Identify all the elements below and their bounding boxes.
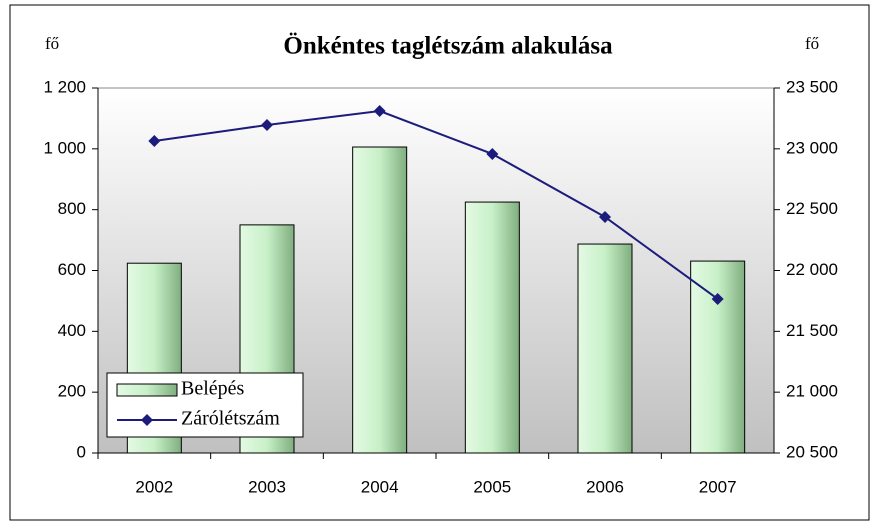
y2-tick-label: 21 000 [786, 382, 838, 401]
line-marker [148, 135, 161, 148]
x-tick-label: 2005 [473, 477, 511, 496]
x-tick-label: 2004 [361, 477, 399, 496]
x-tick-label: 2002 [135, 477, 173, 496]
chart-title: Önkéntes taglétszám alakulása [283, 33, 613, 60]
bar [577, 243, 633, 454]
y-tick-label: 600 [58, 260, 86, 279]
y2-axis-label: fő [805, 34, 819, 53]
y2-tick-label: 23 000 [786, 138, 838, 157]
x-tick-label: 2007 [699, 477, 737, 496]
line [154, 109, 719, 300]
x-tick-label: 2006 [586, 477, 624, 496]
y-tick-label: 800 [58, 199, 86, 218]
y-tick-label: 1 000 [43, 138, 86, 157]
y-tick-label: 1 200 [43, 77, 86, 96]
line-marker [373, 104, 386, 117]
legend-label: Belépés [181, 378, 245, 400]
y-axis-label: fő [45, 34, 59, 53]
line-marker [261, 118, 273, 131]
legend-label: Zárólétszám [181, 408, 280, 430]
x-tick-label: 2003 [248, 477, 286, 496]
y-tick-label: 400 [58, 321, 86, 340]
bar [690, 260, 746, 454]
y2-tick-label: 21 500 [786, 321, 838, 340]
y2-tick-label: 22 000 [786, 260, 838, 279]
y-tick-label: 200 [58, 382, 86, 401]
y2-tick-label: 20 500 [786, 442, 838, 461]
bar [464, 201, 520, 454]
line-marker [486, 147, 499, 160]
y2-tick-label: 23 500 [786, 77, 838, 96]
legend-swatch [116, 383, 178, 397]
line-marker [599, 210, 611, 223]
line-marker [711, 292, 724, 305]
legend-marker [141, 414, 153, 426]
y2-tick-label: 22 500 [786, 199, 838, 218]
bar [352, 146, 408, 454]
y-tick-label: 0 [77, 442, 86, 461]
